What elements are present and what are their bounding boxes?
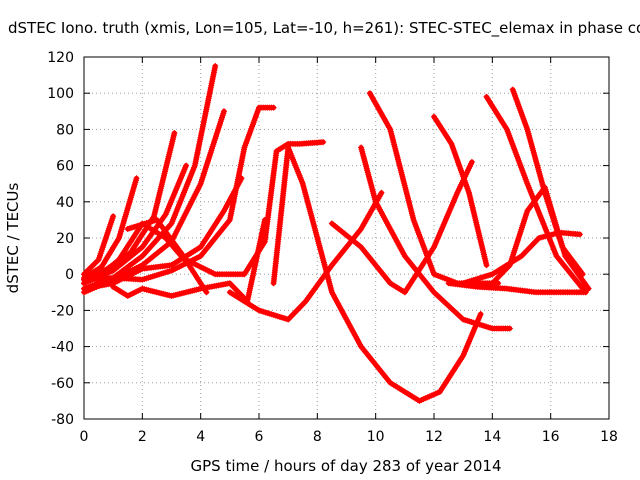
series-markers [124, 139, 327, 278]
series-s10 [110, 216, 268, 305]
series-s1 [81, 213, 117, 278]
series-markers [328, 158, 475, 296]
x-tick-label: 10 [367, 429, 385, 445]
y-tick-label: -80 [51, 412, 74, 428]
series-s17 [431, 113, 490, 269]
y-tick-label: 0 [65, 267, 74, 283]
y-tick-label: 100 [47, 86, 74, 102]
series-s20 [509, 86, 586, 278]
series-s14 [328, 158, 475, 296]
series-markers [110, 216, 268, 305]
series-s11 [124, 139, 327, 278]
y-tick-label: 40 [56, 195, 74, 211]
x-tick-label: 14 [483, 429, 501, 445]
chart-title: dSTEC Iono. truth (xmis, Lon=105, Lat=-1… [8, 19, 640, 38]
y-tick-label: 80 [56, 122, 74, 138]
series-s12 [226, 189, 385, 323]
series-line [81, 63, 218, 292]
series-s21 [489, 184, 592, 292]
y-axis-label: dSTEC / TECUs [4, 182, 22, 293]
series-markers [483, 93, 589, 296]
series-s15 [358, 144, 513, 332]
x-tick-label: 18 [600, 429, 618, 445]
series-s13 [270, 144, 484, 404]
y-tick-label: 60 [56, 159, 74, 175]
x-tick-label: 0 [80, 429, 89, 445]
y-tick-labels: -80 -60 -40 -20 0 20 40 60 80 100 120 [47, 50, 74, 428]
y-tick-label: -40 [51, 340, 74, 356]
x-axis-label: GPS time / hours of day 283 of year 2014 [191, 457, 502, 475]
x-tick-label: 12 [425, 429, 443, 445]
series-markers [366, 90, 502, 287]
ticks [83, 56, 610, 420]
x-tick-label: 4 [196, 429, 205, 445]
series-markers [509, 86, 586, 278]
y-tick-label: 20 [56, 231, 74, 247]
x-tick-label: 16 [542, 429, 560, 445]
x-tick-labels: 0 2 4 6 8 10 12 14 16 18 [80, 429, 618, 445]
series-s16 [366, 90, 502, 287]
series-markers [270, 144, 484, 404]
y-tick-label: -60 [51, 376, 74, 392]
series-group [81, 63, 592, 404]
series-markers [81, 213, 117, 278]
series-markers [431, 113, 490, 269]
x-tick-label: 2 [138, 429, 147, 445]
series-s18 [460, 229, 583, 287]
series-markers [358, 144, 513, 332]
x-tick-label: 8 [313, 429, 322, 445]
series-markers [81, 175, 245, 292]
y-tick-label: 120 [47, 50, 74, 66]
x-tick-label: 6 [255, 429, 264, 445]
series-markers [445, 280, 589, 296]
series-markers [489, 184, 592, 292]
series-s22 [445, 280, 589, 296]
series-s9 [81, 175, 245, 292]
y-tick-label: -20 [51, 303, 74, 319]
